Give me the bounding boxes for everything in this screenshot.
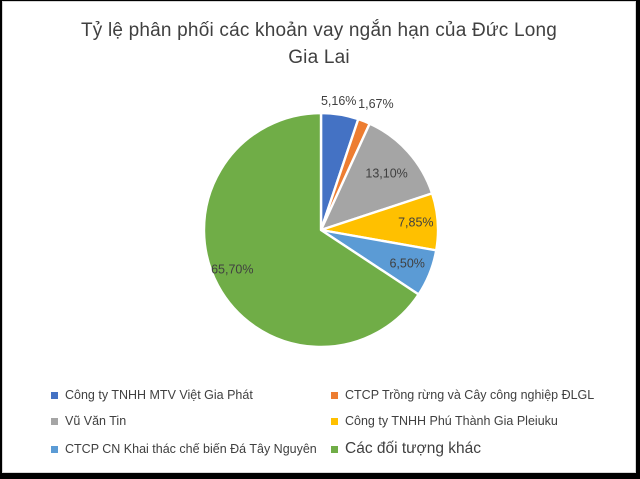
legend-marker-icon: [51, 417, 58, 425]
chart-legend: Công ty TNHH MTV Việt Gia Phát CTCP Trồng…: [3, 388, 635, 470]
chart-title: Tỷ lệ phân phối các khoản vay ngắn hạn c…: [3, 17, 635, 71]
legend-label: Công ty TNHH MTV Việt Gia Phát: [65, 388, 253, 402]
pie-chart-svg: 5,16% 1,67% 13,10% 7,85% 6,50% 65,70%: [202, 94, 440, 349]
legend-marker-icon: [51, 445, 58, 453]
legend-item-0: Công ty TNHH MTV Việt Gia Phát: [51, 388, 331, 402]
chart-title-line-2: Gia Lai: [288, 47, 350, 68]
legend-label: Vũ Văn Tin: [65, 414, 127, 428]
legend-item-3: Công ty TNHH Phú Thành Gia Pleiuku: [331, 414, 558, 428]
legend-row-0: Công ty TNHH MTV Việt Gia Phát CTCP Trồng…: [3, 388, 635, 402]
legend-marker-icon: [331, 417, 338, 425]
chart-title-line-1: Tỷ lệ phân phối các khoản vay ngắn hạn c…: [80, 20, 558, 41]
pie-data-label-5: 65,70%: [211, 262, 253, 276]
legend-row-1: Vũ Văn Tin Công ty TNHH Phú Thành Gia Ple…: [3, 414, 635, 428]
legend-marker-icon: [331, 445, 338, 453]
chart-frame: Tỷ lệ phân phối các khoản vay ngắn hạn c…: [2, 1, 636, 473]
legend-label: CTCP CN Khai thác chế biến Đá Tây Nguyên: [65, 442, 317, 456]
legend-row-2: CTCP CN Khai thác chế biến Đá Tây Nguyên…: [3, 440, 635, 458]
pie-slice-5: [202, 111, 420, 349]
legend-item-5: Các đối tượng khác: [331, 440, 481, 458]
pie-data-label-1: 1,67%: [358, 97, 393, 111]
pie-data-label-0: 5,16%: [321, 94, 356, 108]
pie-data-label-4: 6,50%: [389, 256, 424, 270]
pie-slice-2: [319, 122, 434, 232]
legend-item-4: CTCP CN Khai thác chế biến Đá Tây Nguyên: [51, 442, 331, 456]
legend-marker-icon: [331, 391, 338, 399]
legend-item-1: CTCP Trồng rừng và Cây công nghiệp ĐLGL: [331, 388, 594, 402]
legend-item-2: Vũ Văn Tin: [51, 414, 331, 428]
legend-label: Công ty TNHH Phú Thành Gia Pleiuku: [345, 414, 558, 428]
legend-label: Các đối tượng khác: [345, 440, 481, 457]
pie-data-label-2: 13,10%: [365, 167, 407, 181]
legend-label: CTCP Trồng rừng và Cây công nghiệp ĐLGL: [345, 388, 595, 402]
legend-marker-icon: [51, 391, 58, 399]
pie-data-label-3: 7,85%: [398, 215, 433, 229]
